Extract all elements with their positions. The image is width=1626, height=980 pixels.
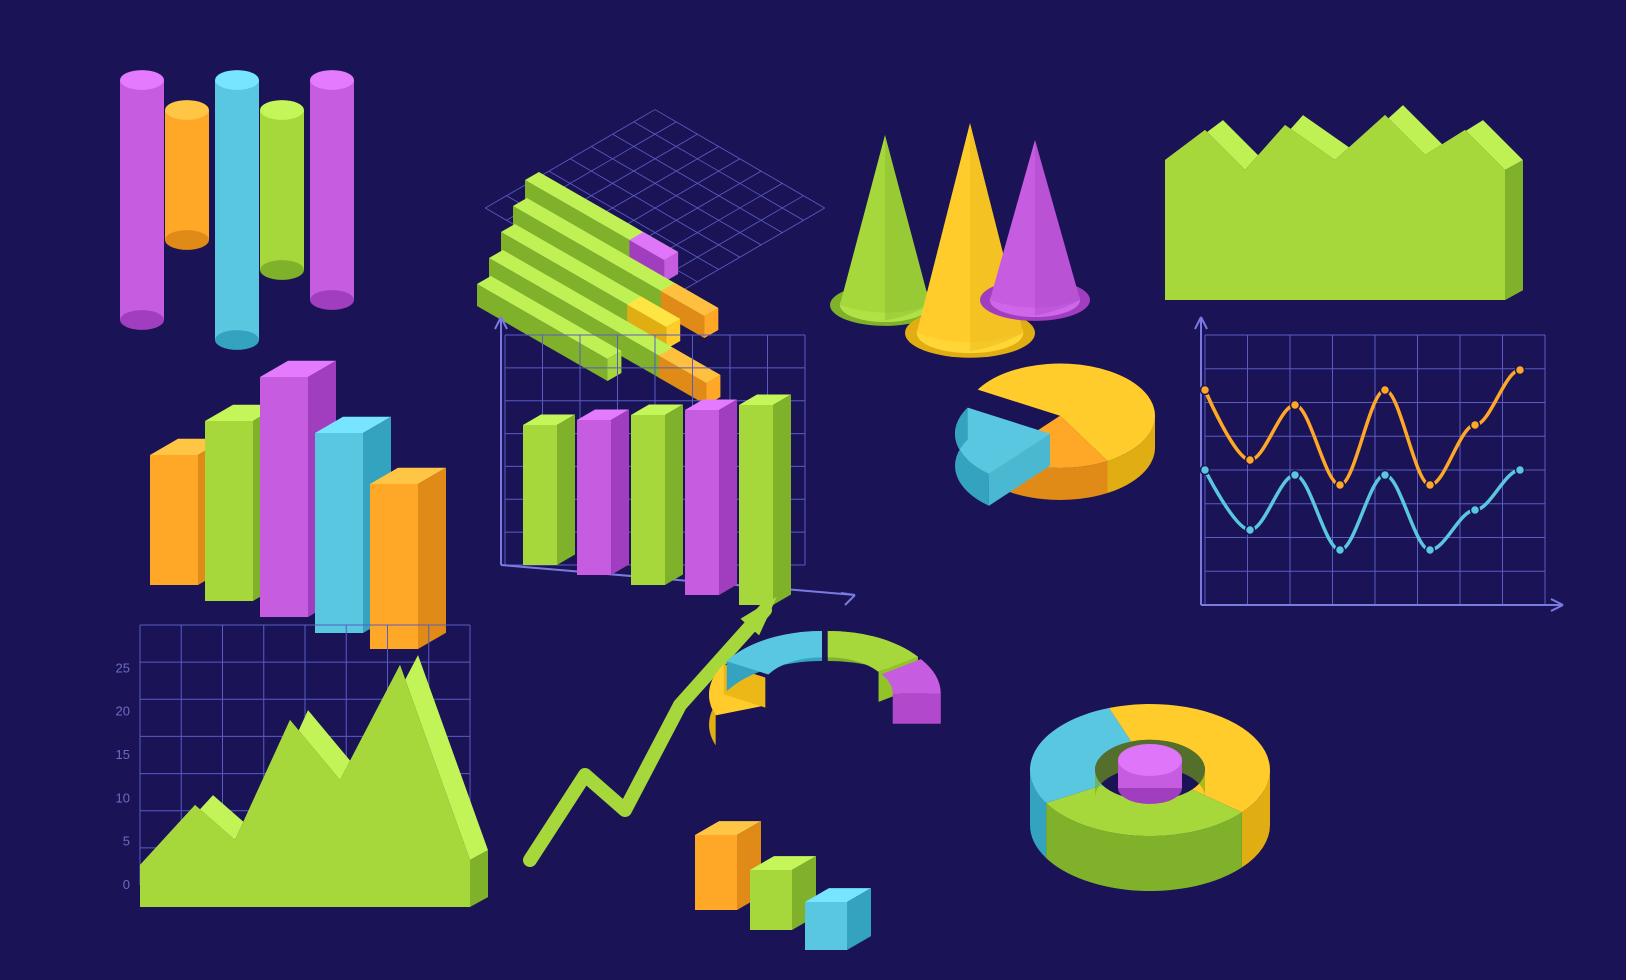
- y-tick: 20: [116, 704, 130, 719]
- cylinder-bars: [120, 70, 354, 350]
- pie-3d: [955, 364, 1155, 506]
- chart-collection: 0 5 10 15 20 25: [0, 0, 1626, 980]
- y-tick: 0: [123, 877, 130, 892]
- donut-3d: [1030, 704, 1270, 891]
- y-tick: 25: [116, 660, 130, 675]
- y-tick: 5: [123, 834, 130, 849]
- y-tick: 10: [116, 790, 130, 805]
- y-tick: 15: [116, 747, 130, 762]
